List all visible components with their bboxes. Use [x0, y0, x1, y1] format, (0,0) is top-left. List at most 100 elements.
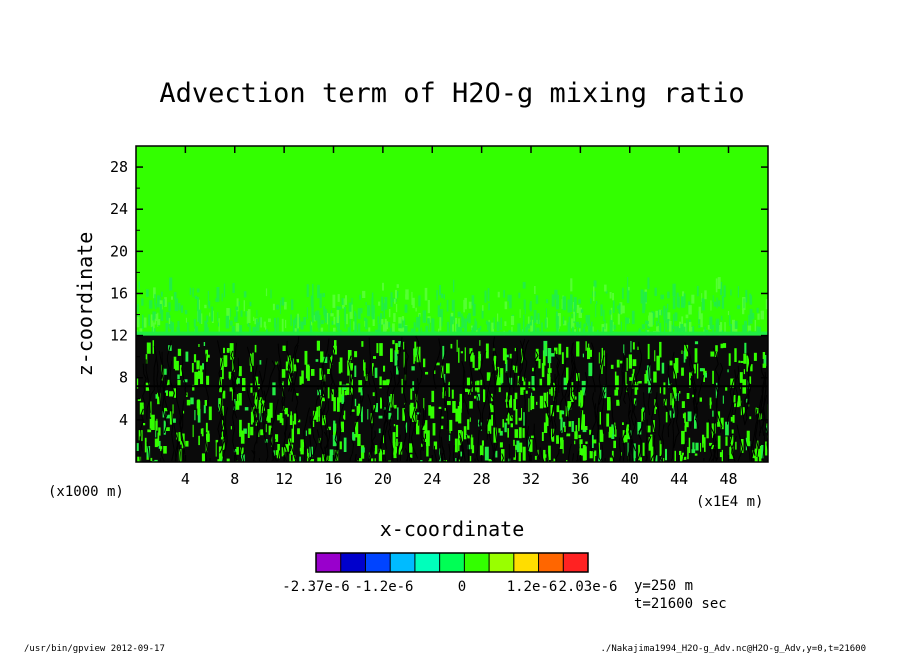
convective-gap [194, 410, 196, 421]
contour-line [246, 388, 256, 432]
transition-streak [647, 277, 650, 290]
transition-streak [427, 318, 430, 324]
transition-streak [625, 317, 630, 324]
transition-streak [665, 308, 668, 324]
transition-streak [281, 318, 284, 332]
contour-line [569, 343, 575, 383]
convective-gap [623, 344, 625, 356]
convective-gap [200, 428, 203, 434]
convective-gap [466, 435, 470, 439]
convective-gap [564, 426, 566, 432]
transition-streak [621, 305, 625, 314]
contour-line [492, 401, 498, 454]
contour-line [399, 408, 407, 462]
convective-gap [192, 424, 194, 438]
transition-streak [137, 303, 139, 313]
convective-gap [172, 404, 174, 414]
convective-gap [307, 452, 309, 461]
convective-gap [493, 360, 497, 371]
transition-streak [679, 325, 681, 336]
convective-gap [436, 362, 440, 366]
convective-gap [634, 384, 638, 395]
convective-gap [449, 419, 453, 431]
colorbar-label: 1.2e-6 [507, 579, 558, 595]
convective-gap [379, 343, 383, 356]
transition-streak [354, 319, 356, 324]
transition-streak [717, 277, 721, 289]
convective-gap [598, 442, 600, 459]
colorbar-labels: -2.37e-6 -1.2e-6 0 1.2e-6 2.03e-6 [282, 579, 617, 595]
convective-gap [737, 395, 741, 406]
transition-streak [686, 319, 688, 332]
convective-gap [458, 347, 460, 363]
transition-streak [536, 327, 540, 332]
convective-gap [642, 442, 645, 456]
transition-streak [169, 277, 173, 291]
convective-gap [683, 351, 686, 363]
contour-line [438, 409, 442, 460]
convective-gap [428, 405, 431, 416]
transition-streak [326, 312, 329, 325]
transition-streak [573, 311, 575, 322]
contour-line [404, 343, 409, 387]
transition-streak [431, 318, 435, 333]
contour-line [480, 390, 489, 431]
transition-streak [365, 302, 367, 306]
transition-streak [523, 314, 525, 326]
transition-streak [367, 305, 371, 317]
convective-gap [259, 360, 262, 365]
transition-streak [284, 301, 287, 310]
transition-streak [745, 289, 748, 303]
transition-streak [184, 310, 188, 315]
convective-gap [285, 444, 289, 452]
transition-streak [440, 302, 442, 307]
transition-streak [152, 311, 155, 321]
transition-streak [249, 301, 252, 307]
contour-line [171, 409, 175, 462]
convective-gap [466, 377, 470, 387]
transition-streak [654, 287, 657, 296]
contour-line [754, 394, 763, 458]
convective-gap [548, 445, 551, 460]
colorbar-swatch [513, 553, 539, 572]
transition-streak [303, 317, 306, 326]
convective-gap [197, 408, 201, 423]
transition-streak [672, 314, 675, 330]
convective-gap [215, 439, 219, 443]
convective-gap [378, 415, 383, 419]
convective-gap [644, 374, 648, 384]
convective-gap [496, 375, 500, 387]
convective-gap [354, 351, 358, 358]
convective-gap [312, 410, 317, 420]
contour-line [526, 453, 532, 462]
transition-streak [451, 315, 454, 325]
contour-line [262, 420, 269, 462]
convective-gap [663, 382, 666, 395]
transition-streak [194, 295, 198, 300]
convective-gap [694, 453, 698, 456]
convective-gap [394, 404, 397, 409]
convective-gap [711, 444, 716, 450]
convective-gap [243, 428, 247, 434]
transition-streak [613, 324, 616, 330]
convective-gap [373, 356, 376, 359]
contour-line [255, 358, 268, 400]
convective-gap [720, 417, 724, 430]
convective-gap [320, 351, 324, 363]
contour-line [714, 382, 723, 434]
convective-gap [551, 353, 555, 357]
convective-gap [550, 385, 553, 396]
transition-streak [729, 315, 731, 326]
convective-gap [632, 359, 637, 367]
convective-gap [322, 397, 325, 402]
transition-streak [256, 309, 258, 317]
convective-gap [166, 390, 168, 396]
transition-streak [310, 295, 314, 307]
convective-gap [479, 340, 481, 346]
convective-gap [712, 410, 714, 417]
convective-gap [588, 362, 593, 377]
convective-gap [669, 410, 672, 419]
colorbar-swatch [563, 553, 589, 572]
contour-line [169, 360, 175, 400]
convective-gap [346, 383, 350, 395]
